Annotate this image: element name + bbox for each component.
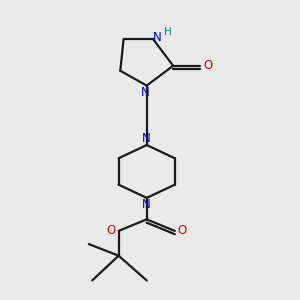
Text: N: N — [141, 86, 149, 99]
Text: H: H — [164, 27, 171, 37]
Text: N: N — [142, 132, 151, 145]
Text: N: N — [142, 198, 151, 211]
Text: O: O — [203, 59, 212, 72]
Text: O: O — [177, 224, 187, 237]
Text: O: O — [107, 224, 116, 237]
Text: N: N — [153, 31, 162, 44]
